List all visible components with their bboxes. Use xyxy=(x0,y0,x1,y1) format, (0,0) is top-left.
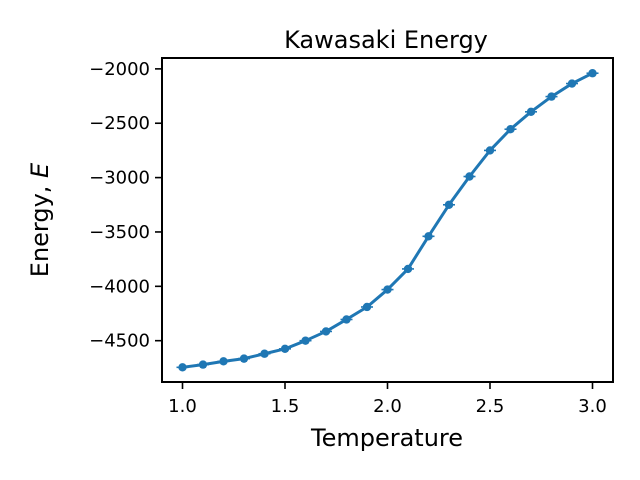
data-point xyxy=(342,315,351,324)
data-point xyxy=(567,79,577,88)
y-axis-label-variable: E xyxy=(26,162,54,178)
x-tick-label: 2.0 xyxy=(373,396,402,417)
data-point xyxy=(321,327,331,336)
data-point xyxy=(198,360,208,369)
data-point xyxy=(506,125,515,134)
data-point xyxy=(444,200,454,209)
y-tick-label: −2500 xyxy=(89,113,150,134)
y-tick-label: −3500 xyxy=(89,222,150,243)
data-point xyxy=(362,302,372,312)
data-point xyxy=(239,354,249,363)
data-point xyxy=(424,232,433,241)
y-axis-label-prefix: Energy, xyxy=(26,178,54,277)
data-point xyxy=(383,285,392,294)
y-tick-label: −2000 xyxy=(89,59,150,80)
data-point xyxy=(280,344,290,354)
data-point xyxy=(403,264,413,274)
y-tick-label: −3000 xyxy=(89,168,150,189)
plot-data-layer xyxy=(176,69,599,372)
data-point xyxy=(219,357,228,366)
y-tick-label: −4000 xyxy=(89,276,150,297)
y-tick-label: −4500 xyxy=(89,331,150,352)
data-point xyxy=(485,146,495,155)
x-axis-label: Temperature xyxy=(310,424,463,452)
data-point xyxy=(465,172,474,181)
data-point xyxy=(526,107,536,117)
x-tick-label: 3.0 xyxy=(578,396,607,417)
x-axis-ticks: 1.0 1.5 2.0 2.5 3.0 xyxy=(168,382,607,417)
x-tick-label: 1.0 xyxy=(168,396,197,417)
x-tick-label: 1.5 xyxy=(271,396,300,417)
x-tick-label: 2.5 xyxy=(476,396,505,417)
chart-title: Kawasaki Energy xyxy=(284,26,488,54)
data-point xyxy=(301,336,310,345)
data-point xyxy=(178,363,187,372)
data-point xyxy=(260,349,269,358)
y-axis-label: Energy, E xyxy=(26,162,54,277)
y-axis-ticks: −4500 −4000 −3500 −3000 −2500 −2000 xyxy=(89,59,162,352)
data-point xyxy=(547,92,556,101)
data-point xyxy=(588,69,597,78)
